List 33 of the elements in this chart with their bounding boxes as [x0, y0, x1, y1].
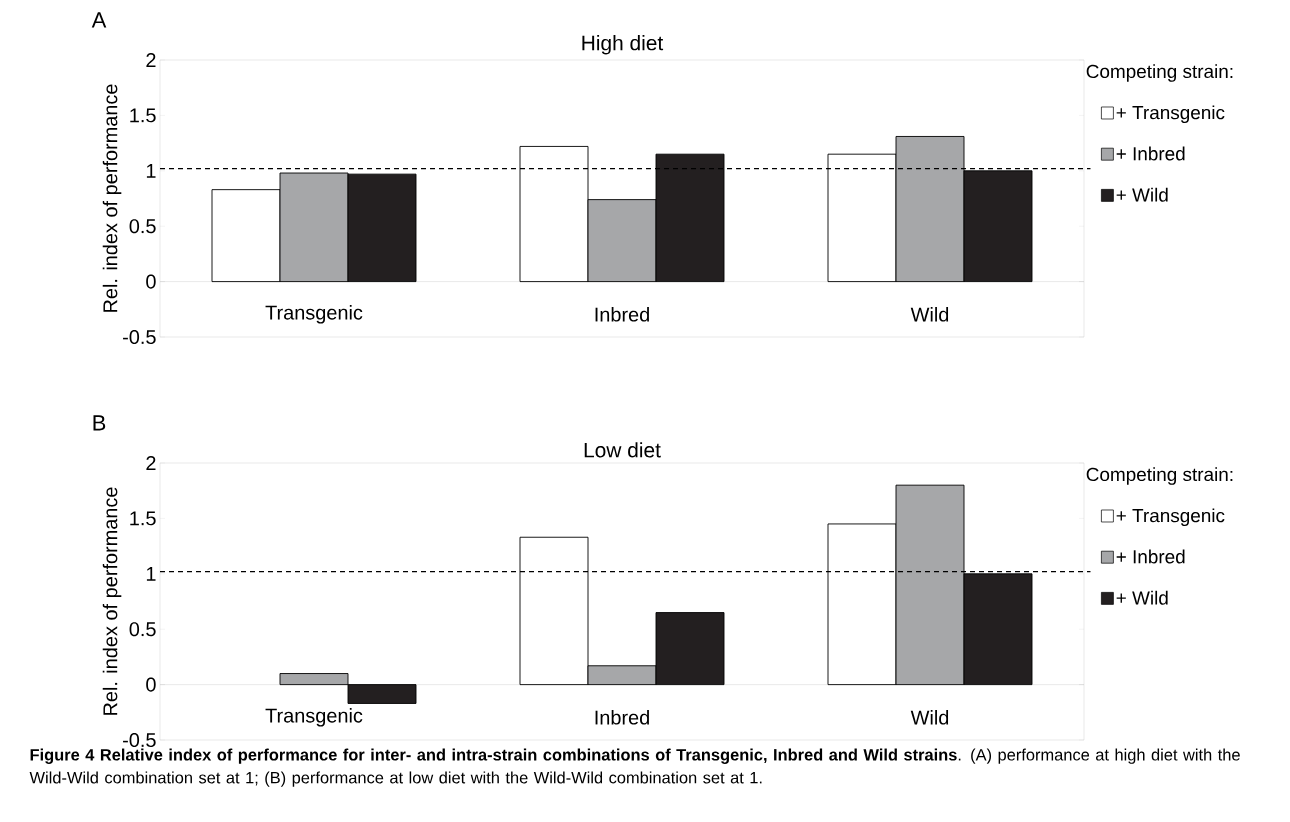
text: Figure 4 Relative index of performance for inter- and intra-strain combinations of Transgenic, Inbred and Wild strains. (A) performance at high diet with the Wild-Wild combination set at 1; (B) performance at low diet with the Wild-Wild combination set at 1. [29, 748, 1240, 787]
chart-title: High diet [582, 35, 664, 55]
chart-title: Low diet [584, 442, 661, 458]
y-tick-label: 2 [146, 456, 156, 470]
text: B [93, 415, 106, 431]
y-axis-title: Rel. index of performance [102, 487, 122, 715]
y-tick-label: -0.5 [123, 329, 156, 345]
y-tick-label: 1 [146, 566, 156, 581]
text: A [91, 12, 107, 28]
legend-label: + Transgenic [1116, 105, 1225, 124]
y-tick-label: 0.5 [129, 622, 156, 637]
y-tick-label: 0 [146, 274, 156, 289]
x-tick-label: Inbred [595, 306, 649, 322]
legend-label: + Inbred [1116, 146, 1185, 161]
y-tick-label: 1 [146, 163, 156, 178]
x-tick-label: Transgenic [265, 708, 363, 727]
y-tick-label: -0.5 [123, 732, 156, 748]
y-tick-label: 1.5 [130, 108, 156, 123]
y-tick-label: 0.5 [129, 219, 156, 234]
y-tick-label: 1.5 [130, 511, 156, 526]
y-axis-title: Rel. index of performance [102, 84, 122, 312]
y-tick-label: 2 [146, 53, 156, 67]
legend-title: Competing strain: [1086, 64, 1233, 82]
x-tick-label: Transgenic [265, 305, 363, 324]
y-tick-label: 0 [146, 677, 156, 692]
x-tick-label: Inbred [595, 709, 649, 725]
legend-title: Competing strain: [1086, 467, 1233, 485]
legend-label: + Wild [1116, 187, 1168, 202]
legend-label: + Transgenic [1116, 508, 1225, 527]
legend-label: + Inbred [1116, 549, 1185, 564]
x-tick-label: Wild [910, 709, 949, 725]
x-tick-label: Wild [910, 306, 949, 322]
legend-label: + Wild [1116, 590, 1168, 605]
